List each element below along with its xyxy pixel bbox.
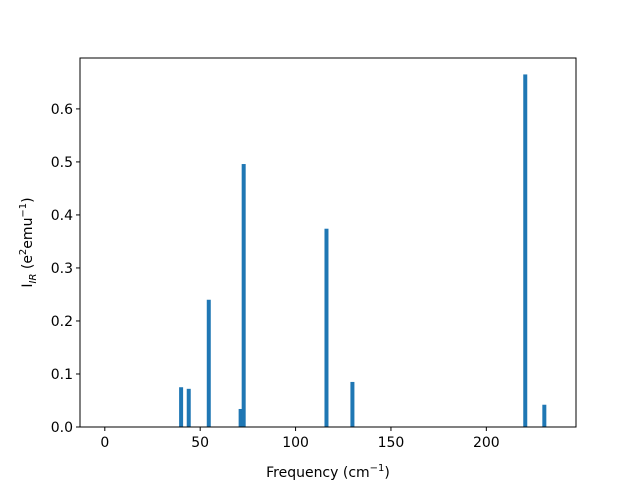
bar [179, 387, 184, 427]
x-tick-label: 150 [378, 435, 405, 451]
x-tick-label: 100 [282, 435, 309, 451]
y-label-part: 2 [18, 249, 29, 255]
y-label-part: −1 [18, 203, 29, 218]
bar [238, 408, 243, 427]
y-tick-label: 0.0 [51, 420, 73, 436]
bar [542, 404, 547, 427]
bar [324, 228, 329, 427]
y-label-part: I [20, 284, 36, 288]
bar [241, 164, 246, 427]
bar [186, 388, 191, 427]
x-label-text: Frequency (cm [266, 465, 370, 480]
x-tick-label: 0 [100, 435, 109, 451]
y-axis-label: IIR (e2emu−1) [18, 197, 39, 287]
x-tick-label: 200 [473, 435, 500, 451]
bar [523, 74, 528, 427]
x-axis-label: Frequency (cm−1) [266, 463, 390, 480]
y-tick-label: 0.3 [51, 261, 73, 277]
y-tick-label: 0.1 [51, 367, 73, 383]
y-tick-label: 0.6 [51, 102, 73, 118]
x-label-sup: −1 [370, 463, 385, 474]
x-label-text: ) [384, 465, 389, 480]
bar [206, 299, 211, 427]
y-tick-label: 0.5 [51, 155, 73, 171]
y-tick-label: 0.4 [51, 208, 73, 224]
y-label-part: IR [28, 274, 39, 284]
y-label-part: (e [20, 255, 36, 274]
plot-frame [79, 57, 577, 428]
bar [350, 381, 355, 427]
y-label-part: ) [20, 197, 36, 202]
x-tick-label: 50 [191, 435, 209, 451]
y-tick-label: 0.2 [51, 314, 73, 330]
y-label-part: emu [20, 218, 36, 249]
